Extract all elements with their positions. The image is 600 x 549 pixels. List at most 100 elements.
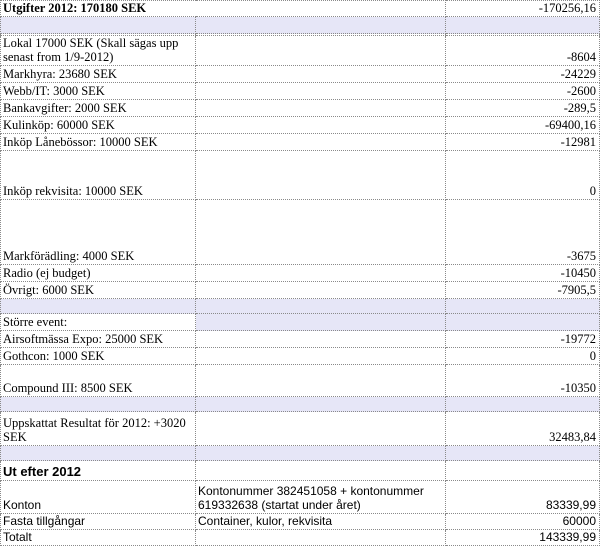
out-value: 143339,99 (539, 530, 596, 544)
band-row (0, 446, 600, 461)
event-row: Airsoftmässa Expo: 25000 SEK -19772 (0, 331, 600, 348)
out-value-cell[interactable]: 60000 (446, 514, 600, 530)
result-label-cell[interactable]: Uppskattat Resultat för 2012: +3020 SEK (0, 412, 196, 446)
out-label-cell[interactable]: Totalt (0, 530, 196, 546)
events-header-empty-cell[interactable] (446, 314, 600, 331)
result-row: Uppskattat Resultat för 2012: +3020 SEK … (0, 412, 600, 446)
out-title-empty-cell[interactable] (196, 461, 446, 481)
expense-value-cell[interactable]: -10450 (446, 265, 600, 282)
out-desc-cell[interactable]: Container, kulor, rekvisita (196, 514, 446, 530)
header-label: Utgifter 2012: 170180 SEK (3, 1, 147, 15)
event-value: -10350 (560, 381, 596, 395)
result-value-cell[interactable]: 32483,84 (446, 412, 600, 446)
out-title-row: Ut efter 2012 (0, 461, 600, 481)
event-value-cell[interactable]: -19772 (446, 331, 600, 348)
out-desc-cell[interactable]: Kontonummer 382451058 + kontonummer 6193… (196, 481, 446, 514)
expense-empty-cell[interactable] (196, 117, 446, 134)
expense-value-cell[interactable]: -7905,5 (446, 282, 600, 299)
result-empty-cell[interactable] (196, 412, 446, 446)
result-value: 32483,84 (549, 430, 596, 444)
expense-empty-cell[interactable] (196, 134, 446, 151)
expense-label-cell[interactable]: Webb/IT: 3000 SEK (0, 83, 196, 100)
expense-value: -10450 (560, 266, 596, 280)
out-value: 83339,99 (545, 498, 596, 512)
expense-value: -3675 (566, 249, 596, 263)
event-row: Gothcon: 1000 SEK 0 (0, 348, 600, 365)
event-empty-cell[interactable] (196, 365, 446, 397)
expense-label: Markförädling: 4000 SEK (3, 249, 135, 263)
expense-value: -289,5 (563, 101, 596, 115)
expense-value: -24229 (560, 67, 596, 81)
expense-label-cell[interactable]: Lokal 17000 SEK (Skall sägas upp senast … (0, 36, 196, 66)
spacer-cell (0, 34, 196, 36)
expense-value-cell[interactable]: -2600 (446, 83, 600, 100)
header-empty-cell[interactable] (196, 0, 446, 17)
out-title-cell[interactable]: Ut efter 2012 (0, 461, 196, 481)
event-label: Airsoftmässa Expo: 25000 SEK (3, 332, 164, 346)
event-value: -19772 (560, 332, 596, 346)
header-value-cell[interactable]: -170256,16 (446, 0, 600, 17)
band-cell (446, 397, 600, 412)
expense-label-cell[interactable]: Bankavgifter: 2000 SEK (0, 100, 196, 117)
expense-empty-cell[interactable] (196, 100, 446, 117)
events-header: Större event: (3, 315, 68, 329)
expense-value-cell[interactable]: -8604 (446, 36, 600, 66)
event-value-cell[interactable]: -10350 (446, 365, 600, 397)
event-empty-cell[interactable] (196, 348, 446, 365)
expense-empty-cell[interactable] (196, 66, 446, 83)
expense-label-cell[interactable]: Kulinköp: 60000 SEK (0, 117, 196, 134)
expense-empty-cell[interactable] (196, 83, 446, 100)
expense-label-cell[interactable]: Inköp Lånebössor: 10000 SEK (0, 134, 196, 151)
event-empty-cell[interactable] (196, 331, 446, 348)
expense-label: Övrigt: 6000 SEK (3, 283, 94, 297)
band-cell (446, 299, 600, 314)
event-label-cell[interactable]: Gothcon: 1000 SEK (0, 348, 196, 365)
events-header-empty-cell[interactable] (196, 314, 446, 331)
out-label-cell[interactable]: Fasta tillgångar (0, 514, 196, 530)
event-label-cell[interactable]: Compound III: 8500 SEK (0, 365, 196, 397)
out-value-cell[interactable]: 143339,99 (446, 530, 600, 546)
band-cell (0, 446, 196, 461)
band-row (0, 397, 600, 412)
event-label: Gothcon: 1000 SEK (3, 349, 105, 363)
band-cell (446, 446, 600, 461)
out-label-cell[interactable]: Konton (0, 481, 196, 514)
header-label-cell[interactable]: Utgifter 2012: 170180 SEK (0, 0, 196, 17)
expense-value-cell[interactable]: -69400,16 (446, 117, 600, 134)
event-label-cell[interactable]: Airsoftmässa Expo: 25000 SEK (0, 331, 196, 348)
out-row: Konton Kontonummer 382451058 + kontonumm… (0, 481, 600, 514)
expense-label-cell[interactable]: Inköp rekvisita: 10000 SEK (0, 151, 196, 200)
expense-label-cell[interactable]: Övrigt: 6000 SEK (0, 282, 196, 299)
expense-empty-cell[interactable] (196, 282, 446, 299)
expense-label: Markhyra: 23680 SEK (3, 67, 117, 81)
expense-value-cell[interactable]: -12981 (446, 134, 600, 151)
out-desc-cell[interactable] (196, 530, 446, 546)
out-label: Totalt (3, 530, 32, 544)
expense-empty-cell[interactable] (196, 200, 446, 265)
band-row (0, 17, 600, 34)
expense-empty-cell[interactable] (196, 36, 446, 66)
band-row (0, 299, 600, 314)
expense-label: Webb/IT: 3000 SEK (3, 84, 105, 98)
expense-label: Inköp Lånebössor: 10000 SEK (3, 135, 158, 149)
expense-label-cell[interactable]: Markhyra: 23680 SEK (0, 66, 196, 83)
expense-row: Lokal 17000 SEK (Skall sägas upp senast … (0, 36, 600, 66)
expense-label-cell[interactable]: Radio (ej budget) (0, 265, 196, 282)
out-value-cell[interactable]: 83339,99 (446, 481, 600, 514)
expense-empty-cell[interactable] (196, 151, 446, 200)
expense-value-cell[interactable]: -3675 (446, 200, 600, 265)
out-title-empty-cell[interactable] (446, 461, 600, 481)
expense-value-cell[interactable]: -289,5 (446, 100, 600, 117)
expense-empty-cell[interactable] (196, 265, 446, 282)
expense-value-cell[interactable]: 0 (446, 151, 600, 200)
expense-label: Kulinköp: 60000 SEK (3, 118, 115, 132)
expense-value-cell[interactable]: -24229 (446, 66, 600, 83)
band-cell (0, 299, 196, 314)
expense-row: Inköp rekvisita: 10000 SEK 0 (0, 151, 600, 200)
event-value-cell[interactable]: 0 (446, 348, 600, 365)
expense-label-cell[interactable]: Markförädling: 4000 SEK (0, 200, 196, 265)
events-header-cell[interactable]: Större event: (0, 314, 196, 331)
band-cell (0, 17, 196, 34)
event-label: Compound III: 8500 SEK (3, 381, 133, 395)
